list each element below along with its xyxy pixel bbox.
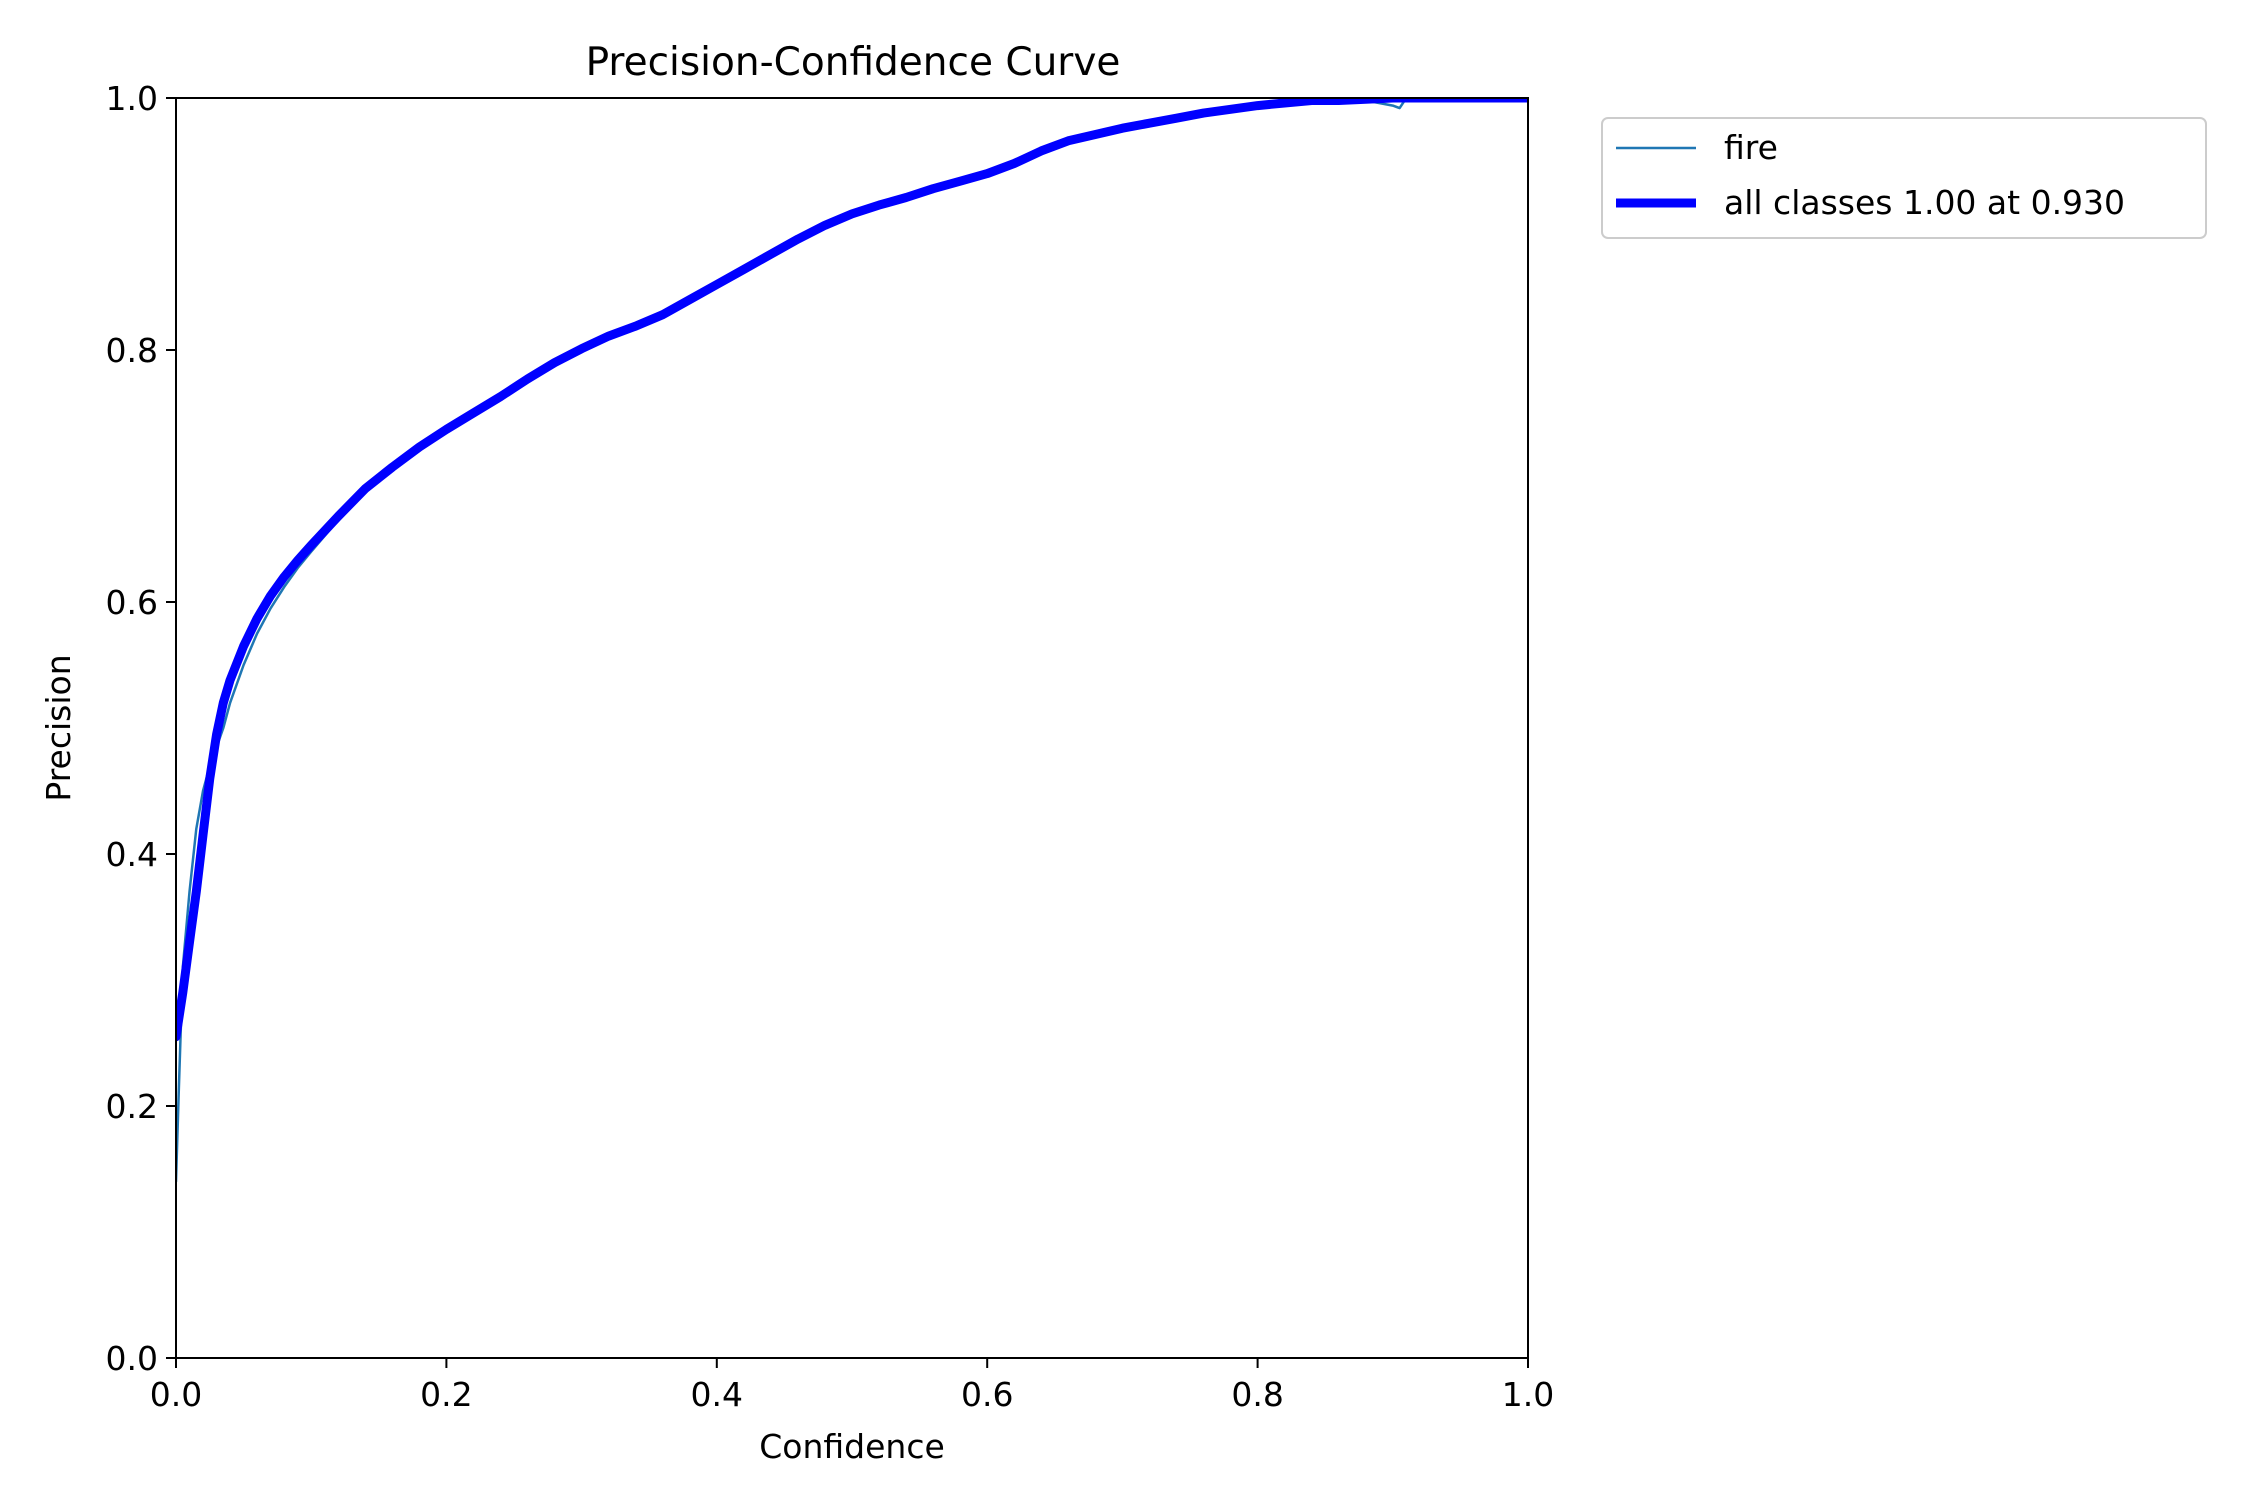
- legend-label-fire: fire: [1724, 128, 1778, 167]
- y-tick-label: 1.0: [106, 79, 158, 118]
- y-tick-label: 0.8: [106, 331, 158, 370]
- x-tick-label: 0.0: [150, 1375, 202, 1414]
- y-tick-label: 0.2: [106, 1087, 158, 1126]
- x-tick-label: 0.4: [691, 1375, 743, 1414]
- series-layer: [176, 98, 1528, 1183]
- legend-label-all-classes: all classes 1.00 at 0.930: [1724, 183, 2125, 222]
- chart-title: Precision-Confidence Curve: [586, 40, 1121, 85]
- y-tick-label: 0.0: [106, 1339, 158, 1378]
- y-axis-label: Precision: [39, 654, 78, 801]
- x-tick-label: 1.0: [1502, 1375, 1554, 1414]
- x-tick-label: 0.6: [961, 1375, 1013, 1414]
- x-tick-label: 0.8: [1231, 1375, 1283, 1414]
- y-tick-label: 0.4: [106, 835, 158, 874]
- legend-box: [1601, 117, 2207, 239]
- series-line-all-classes: [176, 98, 1528, 1042]
- legend: fire all classes 1.00 at 0.930: [1601, 117, 2207, 239]
- x-axis-label: Confidence: [759, 1427, 945, 1466]
- y-tick-label: 0.6: [106, 583, 158, 622]
- plot-frame: [175, 97, 1529, 1359]
- axis-ticks: 0.0 0.2 0.4 0.6 0.8 1.0 0.0 0.2 0.4 0.6 0.8 1.0: [106, 79, 1555, 1414]
- plot-area: [176, 98, 1528, 1183]
- series-line-fire: [176, 98, 1528, 1183]
- x-tick-label: 0.2: [420, 1375, 472, 1414]
